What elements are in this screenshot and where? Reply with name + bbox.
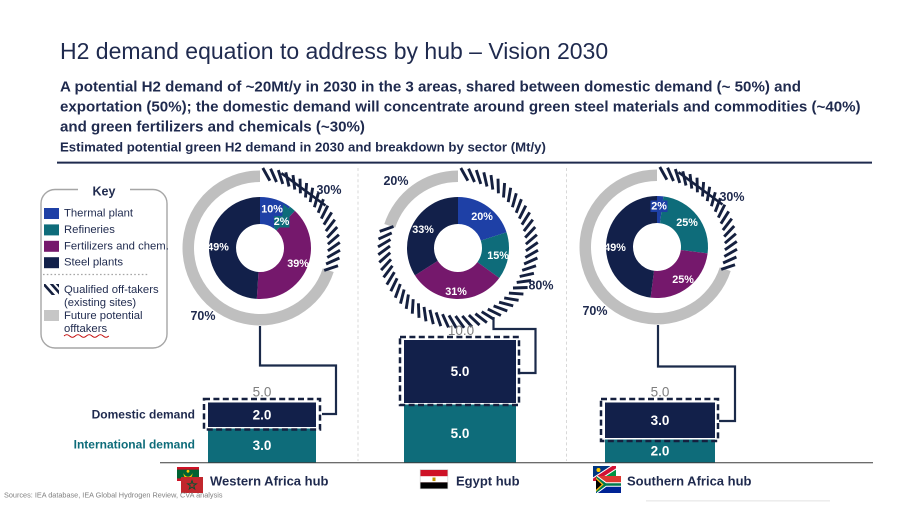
svg-text:Key: Key: [93, 185, 116, 199]
svg-text:70%: 70%: [190, 309, 215, 323]
svg-text:Southern Africa hub: Southern Africa hub: [627, 474, 752, 489]
svg-text:10.0: 10.0: [448, 323, 474, 338]
svg-text:offtakers: offtakers: [64, 323, 107, 335]
svg-text:3.0: 3.0: [651, 413, 670, 428]
svg-text:Western Africa hub: Western Africa hub: [210, 474, 329, 489]
svg-text:25%: 25%: [672, 274, 694, 286]
svg-text:Fertilizers and chem.: Fertilizers and chem.: [64, 240, 169, 252]
svg-text:2%: 2%: [274, 216, 290, 228]
svg-text:30%: 30%: [316, 183, 341, 197]
svg-text:and green fertilizers and chem: and green fertilizers and chemicals (~30…: [60, 119, 365, 136]
svg-text:exportation (50%); the domesti: exportation (50%); the domestic demand w…: [60, 99, 861, 116]
svg-text:Estimated potential green H2 d: Estimated potential green H2 demand in 2…: [60, 139, 546, 154]
svg-text:31%: 31%: [445, 286, 467, 298]
svg-text:Future potential: Future potential: [64, 310, 143, 322]
svg-text:H2 demand equation to address: H2 demand equation to address by hub – V…: [60, 38, 608, 64]
svg-text:2%: 2%: [651, 201, 667, 213]
svg-text:Egypt hub: Egypt hub: [456, 474, 520, 489]
svg-text:20%: 20%: [471, 211, 493, 223]
svg-text:A potential H2 demand of ~20Mt: A potential H2 demand of ~20Mt/y in 2030…: [60, 79, 801, 96]
svg-text:10%: 10%: [261, 204, 283, 216]
svg-text:5.0: 5.0: [451, 426, 470, 441]
svg-text:20%: 20%: [383, 174, 408, 188]
svg-text:5.0: 5.0: [253, 385, 272, 400]
svg-text:(existing sites): (existing sites): [64, 297, 136, 309]
svg-text:International demand: International demand: [74, 438, 195, 452]
svg-text:Sources: IEA database, IEA Glo: Sources: IEA database, IEA Global Hydrog…: [4, 491, 223, 500]
svg-text:25%: 25%: [676, 217, 698, 229]
svg-text:Thermal plant: Thermal plant: [64, 208, 134, 220]
svg-text:2.0: 2.0: [651, 443, 670, 458]
svg-text:2.0: 2.0: [253, 407, 272, 422]
svg-text:5.0: 5.0: [651, 385, 670, 400]
svg-text:Qualified off-takers: Qualified off-takers: [64, 284, 159, 296]
svg-text:Domestic demand: Domestic demand: [92, 408, 195, 422]
svg-text:Steel plants: Steel plants: [64, 257, 123, 269]
svg-text:49%: 49%: [207, 242, 229, 254]
svg-text:80%: 80%: [528, 279, 553, 293]
svg-text:49%: 49%: [604, 242, 626, 254]
svg-text:30%: 30%: [719, 190, 744, 204]
svg-text:Refineries: Refineries: [64, 224, 115, 236]
svg-text:70%: 70%: [582, 304, 607, 318]
svg-text:33%: 33%: [412, 224, 434, 236]
svg-text:39%: 39%: [287, 258, 309, 270]
svg-text:15%: 15%: [487, 250, 509, 262]
svg-text:5.0: 5.0: [451, 364, 470, 379]
svg-text:3.0: 3.0: [253, 438, 272, 453]
